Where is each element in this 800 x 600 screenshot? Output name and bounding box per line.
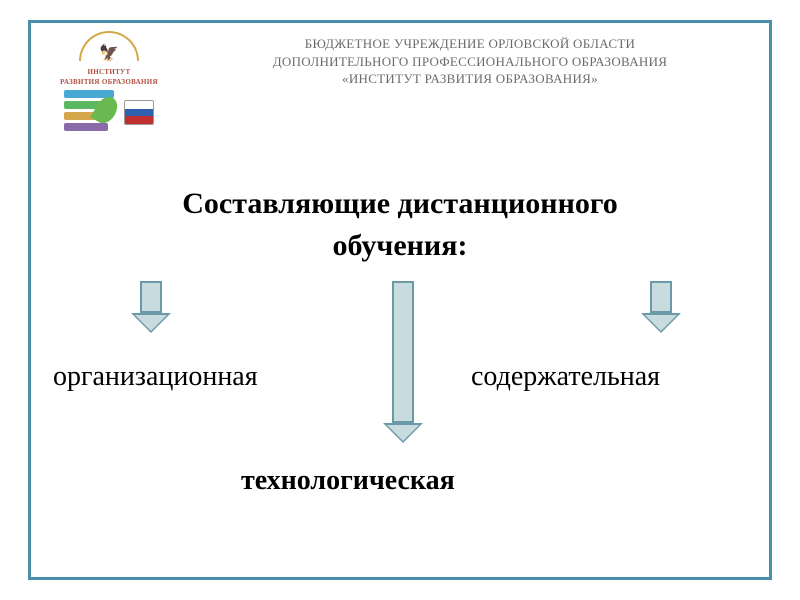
logo-text-line2: РАЗВИТИЯ ОБРАЗОВАНИЯ	[60, 78, 158, 86]
flag-icon	[124, 100, 154, 125]
logo: 🦅 ИНСТИТУТ РАЗВИТИЯ ОБРАЗОВАНИЯ	[49, 31, 169, 141]
header-line2: ДОПОЛНИТЕЛЬНОГО ПРОФЕССИОНАЛЬНОГО ОБРАЗО…	[191, 53, 749, 71]
header-institution: БЮДЖЕТНОЕ УЧРЕЖДЕНИЕ ОРЛОВСКОЙ ОБЛАСТИ Д…	[191, 35, 749, 88]
logo-emblem: 🦅	[79, 31, 139, 66]
component-technological: технологическая	[241, 465, 455, 497]
component-substantive: содержательная	[471, 361, 660, 393]
logo-text-line1: ИНСТИТУТ	[88, 68, 131, 76]
logo-book	[64, 90, 154, 140]
eagle-icon: 🦅	[99, 43, 119, 61]
component-organizational: организационная	[53, 361, 258, 393]
slide-title: Составляющие дистанционного обучения:	[31, 183, 769, 267]
slide-frame: 🦅 ИНСТИТУТ РАЗВИТИЯ ОБРАЗОВАНИЯ БЮДЖЕТНО…	[28, 20, 772, 580]
title-line1: Составляющие дистанционного	[31, 183, 769, 225]
arrow-right	[641, 281, 681, 333]
header-line1: БЮДЖЕТНОЕ УЧРЕЖДЕНИЕ ОРЛОВСКОЙ ОБЛАСТИ	[191, 35, 749, 53]
arrow-left	[131, 281, 171, 333]
arrow-center	[383, 281, 423, 443]
title-line2: обучения:	[31, 225, 769, 267]
header-line3: «ИНСТИТУТ РАЗВИТИЯ ОБРАЗОВАНИЯ»	[191, 70, 749, 88]
